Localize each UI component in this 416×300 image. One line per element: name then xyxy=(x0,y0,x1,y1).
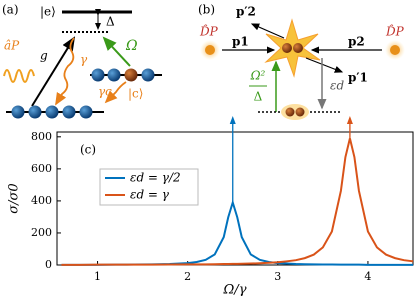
molecule xyxy=(285,107,295,117)
level-label: |e⟩ xyxy=(40,5,56,19)
data-line xyxy=(61,199,413,266)
legend-label: εd = γ/2 xyxy=(130,171,181,185)
g-arrow xyxy=(31,36,76,107)
y-tick-label: 800 xyxy=(31,130,52,143)
y-tick-label: 200 xyxy=(31,226,52,239)
x-tick-label: 3 xyxy=(274,270,281,283)
data-line xyxy=(61,138,414,266)
y-axis-label: σ/σ0 xyxy=(7,183,22,213)
gamma-arrow xyxy=(55,37,75,106)
gamma-c-arrow xyxy=(104,81,127,104)
x-axis-label: Ω/γ xyxy=(223,283,247,298)
legend-box xyxy=(99,168,199,206)
y-tick-label: 0 xyxy=(45,258,52,271)
p1-label: p1 xyxy=(232,35,249,49)
atoms xyxy=(11,105,93,119)
y-tick-label: 600 xyxy=(31,162,52,175)
x-tick-label: 4 xyxy=(364,270,371,283)
gamma-c-label: γc xyxy=(98,85,112,99)
panel-label: (c) xyxy=(80,143,96,157)
panel-label: (b) xyxy=(198,3,215,17)
p2-label: p2 xyxy=(348,35,365,49)
probe-wave xyxy=(3,69,35,83)
epsilon-label: εd xyxy=(330,79,344,93)
omega-arrow xyxy=(102,36,131,67)
p2-out-label: p′2 xyxy=(236,5,256,19)
gamma-label: γ xyxy=(80,53,88,67)
molecule xyxy=(295,107,305,117)
x-tick-label: 1 xyxy=(94,270,101,283)
molecule-glow xyxy=(281,104,309,120)
probe-label: D̂P xyxy=(385,23,405,38)
molecule xyxy=(282,43,292,53)
p1-out-arrow xyxy=(305,57,344,73)
g-label: g xyxy=(40,49,48,63)
state-label: |c⟩ xyxy=(128,87,143,101)
probe-label: âP xyxy=(4,39,20,53)
probe-particle xyxy=(205,45,215,55)
diagram-a: (a) |e⟩ Δ g Ω γ γc |c⟩ âP xyxy=(2,3,162,119)
diagram-b: (b) D̂P D̂P p1 p2 p′2 p′1 Ω² Δ εd xyxy=(198,3,405,120)
detuning-label: Δ xyxy=(106,15,115,29)
legend-label: εd = γ xyxy=(130,188,170,202)
omega-sq-label: Ω² xyxy=(250,69,266,83)
delta-label: Δ xyxy=(254,90,263,104)
p2-out-arrow xyxy=(250,23,285,39)
x-tick-label: 2 xyxy=(184,270,191,283)
plot-frame xyxy=(56,131,414,266)
peak-arrowhead xyxy=(229,116,236,124)
peak-arrowhead xyxy=(346,116,353,124)
atoms xyxy=(91,68,155,82)
panel-label: (a) xyxy=(2,3,19,17)
probe-label: D̂P xyxy=(199,23,219,38)
probe-particle xyxy=(390,45,400,55)
p1-out-label: p′1 xyxy=(348,71,368,85)
omega-label: Ω xyxy=(125,38,138,54)
molecule xyxy=(293,43,303,53)
y-tick-label: 400 xyxy=(31,194,52,207)
